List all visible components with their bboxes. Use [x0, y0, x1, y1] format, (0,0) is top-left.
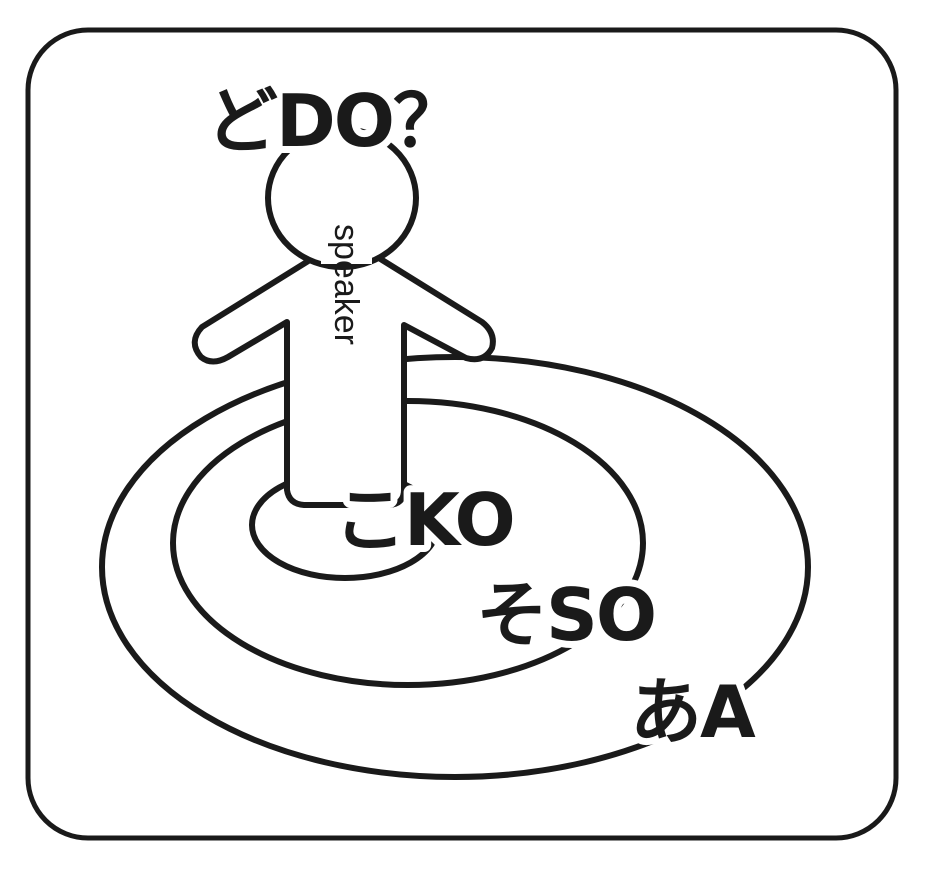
speaker-label: speaker	[327, 224, 365, 345]
speaker-head	[265, 126, 419, 270]
zone-a-ring	[99, 354, 811, 780]
label-a: あA	[630, 670, 756, 754]
label-so: そSO	[476, 573, 655, 657]
zone-so-ring	[170, 398, 646, 688]
label-ko: こKO	[334, 478, 514, 562]
speaker-figure: speaker	[191, 126, 496, 508]
label-do: どDO？	[206, 79, 463, 163]
frame-border	[25, 27, 899, 841]
speaker-body	[191, 252, 496, 508]
